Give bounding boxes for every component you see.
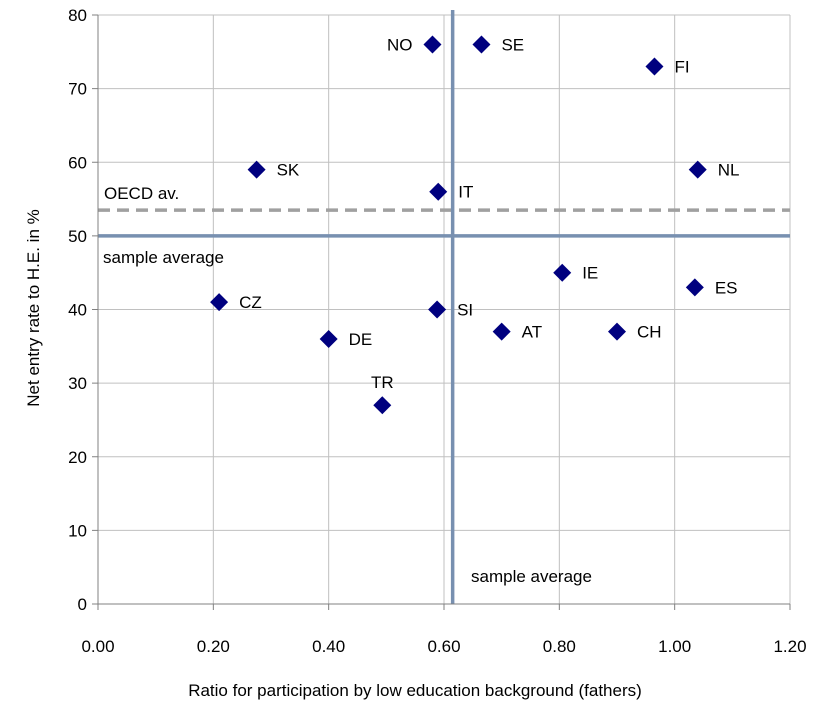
y-tick-label: 40: [68, 301, 87, 320]
y-tick-label: 10: [68, 521, 87, 540]
sample-average-y-label: sample average: [103, 248, 224, 267]
y-tick-label: 0: [78, 595, 87, 614]
x-tick-label: 0.20: [197, 637, 230, 656]
point-marker-de: [319, 329, 338, 348]
y-axis-title: Net entry rate to H.E. in %: [24, 209, 43, 406]
point-marker-ch: [608, 322, 626, 341]
y-tick-label: 20: [68, 448, 87, 467]
point-label-it: IT: [458, 183, 473, 202]
point-marker-si: [428, 300, 447, 319]
point-marker-tr: [373, 396, 392, 415]
point-marker-se: [472, 35, 491, 54]
x-tick-label: 1.20: [773, 637, 806, 656]
point-marker-cz: [210, 293, 229, 312]
point-label-sk: SK: [277, 161, 300, 180]
point-marker-at: [492, 322, 511, 341]
point-label-ch: CH: [637, 323, 662, 342]
point-labels: NO SE FI SK NL IT IE ES CZ SI DE AT CH TR: [239, 35, 739, 392]
sample-average-x-label: sample average: [471, 567, 592, 586]
reference-lines: [98, 10, 790, 604]
point-marker-es: [685, 278, 704, 297]
y-tick-label: 80: [68, 6, 87, 25]
x-axis-title: Ratio for participation by low education…: [188, 681, 642, 700]
x-tick-label: 0.40: [312, 637, 345, 656]
data-points: [210, 35, 707, 415]
point-label-se: SE: [501, 35, 524, 54]
y-tick-label: 60: [68, 153, 87, 172]
point-marker-it: [429, 182, 448, 201]
point-label-si: SI: [457, 301, 473, 320]
y-tick-label: 70: [68, 80, 87, 99]
point-label-tr: TR: [371, 373, 394, 392]
oecd-average-label: OECD av.: [104, 184, 179, 203]
point-marker-fi: [645, 57, 664, 76]
point-label-at: AT: [522, 323, 542, 342]
point-label-ie: IE: [582, 264, 598, 283]
x-tick-label: 0.80: [543, 637, 576, 656]
point-marker-no: [423, 35, 442, 54]
point-label-fi: FI: [674, 58, 689, 77]
point-label-de: DE: [349, 330, 373, 349]
axes: 0 10 20 30 40 50 60 70 80 0.00 0.20 0.40 0.60 0.80 1.0…: [68, 6, 806, 656]
x-tick-label: 1.00: [658, 637, 691, 656]
y-tick-label: 30: [68, 374, 87, 393]
point-marker-ie: [553, 263, 572, 282]
point-label-nl: NL: [718, 161, 740, 180]
point-marker-nl: [688, 160, 707, 179]
point-label-es: ES: [715, 278, 738, 297]
x-tick-label: 0.60: [427, 637, 460, 656]
x-tick-label: 0.00: [81, 637, 114, 656]
point-marker-sk: [247, 160, 266, 179]
y-tick-label: 50: [68, 227, 87, 246]
point-label-no: NO: [387, 35, 413, 54]
point-label-cz: CZ: [239, 293, 262, 312]
